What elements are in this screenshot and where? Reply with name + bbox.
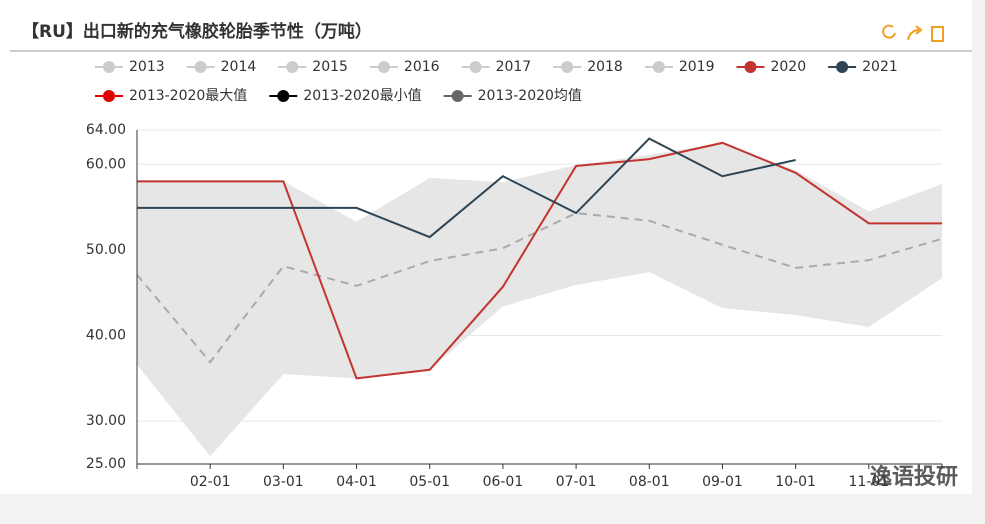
share-icon[interactable] [907, 25, 923, 41]
series-line [136, 212, 943, 364]
x-tick-label: 04-01 [336, 474, 377, 490]
toolbar[interactable] [882, 24, 944, 42]
x-tick-label: 06-01 [483, 474, 524, 490]
x-tick-label: 07-01 [556, 474, 597, 490]
y-tick-label: 25.00 [86, 456, 126, 472]
legend-swatch [103, 61, 115, 73]
y-tick-label: 30.00 [86, 413, 126, 429]
x-tick-label: 05-01 [409, 474, 450, 490]
legend-label: 2021 [862, 59, 898, 75]
x-tick-label: 03-01 [263, 474, 304, 490]
legend-swatch [451, 90, 464, 102]
x-tick-label: 08-01 [629, 474, 670, 490]
y-tick-label: 40.00 [86, 328, 126, 344]
legend-swatch [561, 61, 574, 73]
refresh-icon[interactable] [882, 24, 896, 39]
legend-label: 2016 [404, 59, 440, 75]
y-tick-label: 64.00 [86, 122, 126, 138]
legend-label: 2013-2020均值 [478, 88, 582, 104]
legend-label: 2013 [129, 59, 165, 75]
x-tick-label: 11-01 [848, 474, 889, 490]
legend-swatch [277, 90, 290, 102]
legend-swatch [377, 61, 390, 73]
x-tick-label: 10-01 [775, 474, 816, 490]
legend-swatch [744, 61, 757, 73]
legend-label: 2014 [221, 59, 257, 75]
legend-swatch [103, 90, 115, 102]
chart-title: 【RU】出口新的充气橡胶轮胎季节性（万吨） [22, 21, 372, 42]
x-tick-label: 02-01 [190, 474, 231, 490]
range-band [137, 142, 942, 457]
series-line [137, 141, 942, 380]
legend-label: 2015 [312, 59, 348, 75]
legend-label: 2020 [770, 59, 806, 75]
legend-swatch [194, 61, 207, 73]
legend-label: 2013-2020最小值 [303, 88, 421, 104]
y-tick-label: 60.00 [86, 156, 126, 172]
y-tick-label: 50.00 [86, 242, 126, 258]
legend-swatch [469, 61, 482, 73]
legend-swatch [286, 61, 299, 73]
legend-label: 2017 [496, 59, 532, 75]
legend-swatch [652, 61, 665, 73]
watermark: 逸语投研 [870, 464, 958, 490]
legend-swatch [836, 61, 849, 73]
legend-label: 2013-2020最大值 [129, 88, 247, 104]
series-line [137, 137, 796, 239]
save-icon[interactable] [931, 26, 944, 42]
legend-label: 2019 [679, 59, 715, 75]
legend-label: 2018 [587, 59, 623, 75]
x-tick-label: 09-01 [702, 474, 743, 490]
